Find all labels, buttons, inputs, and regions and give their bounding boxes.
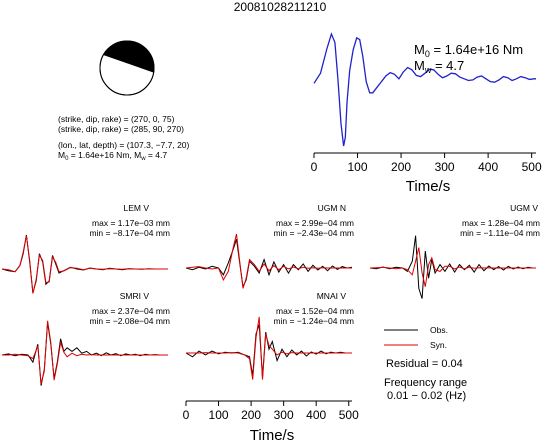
bottom-axis-tick-label: 400 xyxy=(306,408,326,422)
obs-trace xyxy=(185,238,353,289)
stf-m0-label: M0 = 1.64e+16 Nm xyxy=(414,42,523,59)
waveform-smri-v: SMRI V max = 2.37e−04 mm min = −2.08e−04… xyxy=(1,291,170,386)
mechanism-line-3: (lon., lat, depth) = (107.3, −7.7, 20) xyxy=(58,140,190,150)
stf-axis-tick-label: 400 xyxy=(478,160,498,174)
waveform-title: UGM V xyxy=(510,203,538,213)
syn-trace xyxy=(186,316,352,380)
waveform-min: min = −2.43e−04 mm xyxy=(273,228,354,238)
obs-trace xyxy=(369,235,536,299)
legend-obs-label: Obs. xyxy=(430,325,448,335)
obs-trace xyxy=(1,234,168,293)
stf-x-axis: 0 100 200 300 400 500 xyxy=(311,152,542,174)
waveform-max: max = 2.99e−04 mm xyxy=(276,218,354,228)
bottom-x-axis: 0 100 200 300 400 500 xyxy=(183,400,359,422)
syn-trace xyxy=(1,235,168,294)
waveform-title: SMRI V xyxy=(120,291,150,301)
waveform-title: LEM V xyxy=(123,203,149,213)
frequency-range-title: Frequency range xyxy=(384,377,467,389)
stf-axis-tick-label: 300 xyxy=(435,160,455,174)
stf-series-line xyxy=(313,32,536,147)
waveform-min: min = −8.17e−04 mm xyxy=(89,228,170,238)
bottom-axis-tick-label: 500 xyxy=(339,408,359,422)
waveform-min: min = −1.24e−04 mm xyxy=(273,316,354,326)
frequency-range-value: 0.01 − 0.02 (Hz) xyxy=(387,390,466,402)
stf-axis-tick-label: 0 xyxy=(311,160,318,174)
mechanism-info: (strike, dip, rake) = (270, 0, 75) (stri… xyxy=(58,114,190,162)
waveform-ugm-v: UGM V max = 1.28e−04 mm min = −1.11e−04 … xyxy=(369,203,540,299)
mechanism-line-2: (strike, dip, rake) = (285, 90, 270) xyxy=(58,124,184,134)
bottom-axis-tick-label: 200 xyxy=(241,408,261,422)
obs-trace xyxy=(1,322,168,386)
stf-panel: 0 100 200 300 400 500 Time/s M0 = 1.64e+16 Nm… xyxy=(311,32,542,195)
bottom-axis-tick-label: 300 xyxy=(274,408,294,422)
mechanism-line-1: (strike, dip, rake) = (270, 0, 75) xyxy=(58,114,175,124)
residual-label: Residual = 0.04 xyxy=(386,358,463,370)
beachball-icon xyxy=(99,40,155,96)
stf-axis-tick-label: 500 xyxy=(522,160,542,174)
waveform-title: UGM N xyxy=(318,203,346,213)
stf-axis-tick-label: 100 xyxy=(348,160,368,174)
mechanism-line-4: M0 = 1.64e+16 Nm, Mw = 4.7 xyxy=(58,150,167,162)
obs-trace xyxy=(185,324,352,378)
bottom-x-axis-label: Time/s xyxy=(250,427,294,444)
stf-x-axis-label: Time/s xyxy=(406,178,450,195)
waveform-title: MNAI V xyxy=(317,291,347,301)
waveform-min: min = −1.11e−04 mm xyxy=(460,228,540,238)
stf-mw-label: Mw = 4.7 xyxy=(414,58,464,75)
stf-axis-tick-label: 200 xyxy=(391,160,411,174)
waveform-ugm-n: UGM N max = 2.99e−04 mm min = −2.43e−04 … xyxy=(185,203,354,289)
waveform-lem-v: LEM V max = 1.17e−03 mm min = −8.17e−04 … xyxy=(1,203,170,294)
waveform-max: max = 2.37e−04 mm xyxy=(92,306,170,316)
legend: Obs. Syn. Residual = 0.04 Frequency rang… xyxy=(384,325,467,402)
bottom-axis-tick-label: 100 xyxy=(209,408,229,422)
waveform-mnai-v: MNAI V max = 1.52e−04 mm min = −1.24e−04… xyxy=(183,291,359,444)
waveform-min: min = −2.08e−04 mm xyxy=(89,316,170,326)
syn-trace xyxy=(2,320,168,384)
bottom-axis-tick-label: 0 xyxy=(183,408,190,422)
syn-trace xyxy=(185,233,352,289)
waveform-max: max = 1.28e−04 mm xyxy=(462,218,540,228)
event-id-title: 20081028211210 xyxy=(234,0,327,14)
syn-trace xyxy=(369,247,536,287)
legend-syn-label: Syn. xyxy=(430,340,447,350)
waveform-max: max = 1.52e−04 mm xyxy=(276,306,354,316)
waveform-max: max = 1.17e−03 mm xyxy=(92,218,170,228)
